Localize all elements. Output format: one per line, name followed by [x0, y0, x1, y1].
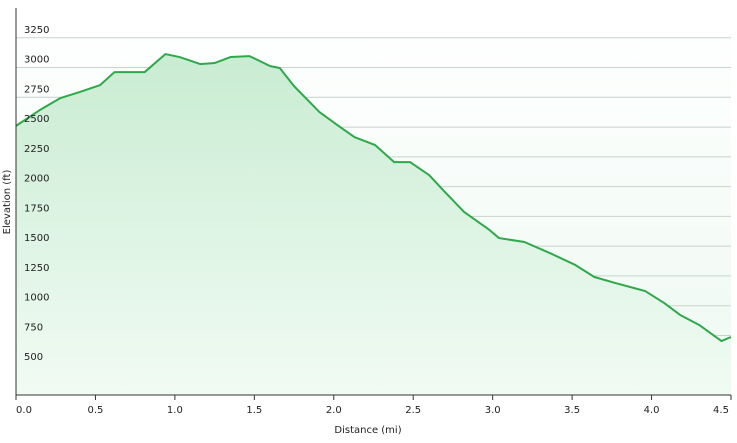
- y-tick-label: 500: [24, 352, 43, 363]
- x-tick-label: 4.0: [644, 405, 660, 416]
- y-axis-label: Elevation (ft): [2, 170, 13, 235]
- y-tick-label: 1500: [24, 233, 49, 244]
- y-tick-label: 1750: [24, 203, 49, 214]
- x-tick-label: 1.5: [246, 405, 262, 416]
- y-tick-label: 1000: [24, 293, 49, 304]
- y-tick-label: 2250: [24, 144, 49, 155]
- x-tick-label: 0.0: [16, 405, 32, 416]
- x-tick-label: 3.5: [564, 405, 580, 416]
- y-tick-label: 3000: [24, 55, 49, 66]
- y-tick-label: 2750: [24, 84, 49, 95]
- x-tick-label: 3.0: [485, 405, 501, 416]
- y-tick-label: 2500: [24, 114, 49, 125]
- x-axis-label: Distance (mi): [334, 425, 401, 436]
- y-tick-label: 1250: [24, 263, 49, 274]
- y-tick-label: 750: [24, 322, 43, 333]
- y-tick-label: 2000: [24, 174, 49, 185]
- x-tick-label: 4.5: [713, 405, 729, 416]
- x-tick-label: 2.5: [405, 405, 421, 416]
- area: [16, 54, 731, 396]
- line: [15, 53, 732, 343]
- y-tick-label: 3250: [24, 25, 49, 36]
- x-tick-label: 2.0: [326, 405, 342, 416]
- x-tick-label: 1.0: [167, 405, 183, 416]
- x-tick-label: 0.5: [87, 405, 103, 416]
